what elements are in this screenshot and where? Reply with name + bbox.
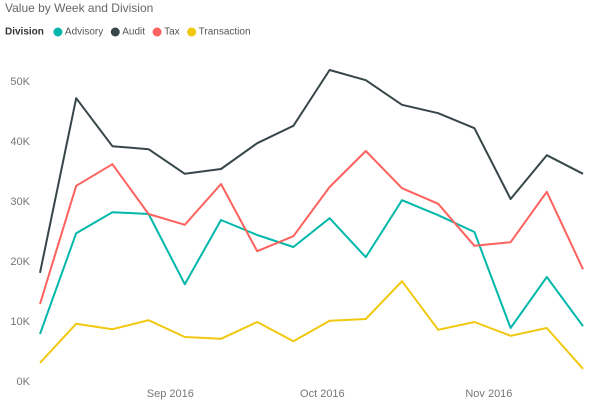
legend-marker — [187, 27, 197, 37]
series-line — [39, 150, 584, 305]
y-tick-label: 10K — [10, 316, 30, 328]
legend-marker — [152, 27, 162, 37]
legend-label: Advisory — [65, 27, 103, 38]
y-tick-label: 30K — [10, 196, 30, 208]
x-tick-label: Oct 2016 — [300, 388, 345, 400]
y-tick-label: 50K — [10, 76, 30, 88]
series-line — [39, 69, 584, 274]
legend-label: Transaction — [199, 27, 251, 38]
chart-title: Value by Week and Division — [5, 1, 153, 15]
legend-title: Division — [5, 27, 44, 38]
legend-marker — [53, 27, 63, 37]
x-tick-label: Nov 2016 — [465, 388, 512, 400]
x-tick-label: Sep 2016 — [147, 388, 194, 400]
legend-marker — [110, 27, 120, 37]
y-tick-label: 40K — [10, 136, 30, 148]
legend-label: Audit — [122, 27, 145, 38]
series-line — [39, 280, 584, 370]
legend-label: Tax — [164, 27, 180, 38]
series-line — [39, 199, 584, 335]
y-tick-label: 0K — [17, 376, 31, 388]
y-tick-label: 20K — [10, 256, 30, 268]
